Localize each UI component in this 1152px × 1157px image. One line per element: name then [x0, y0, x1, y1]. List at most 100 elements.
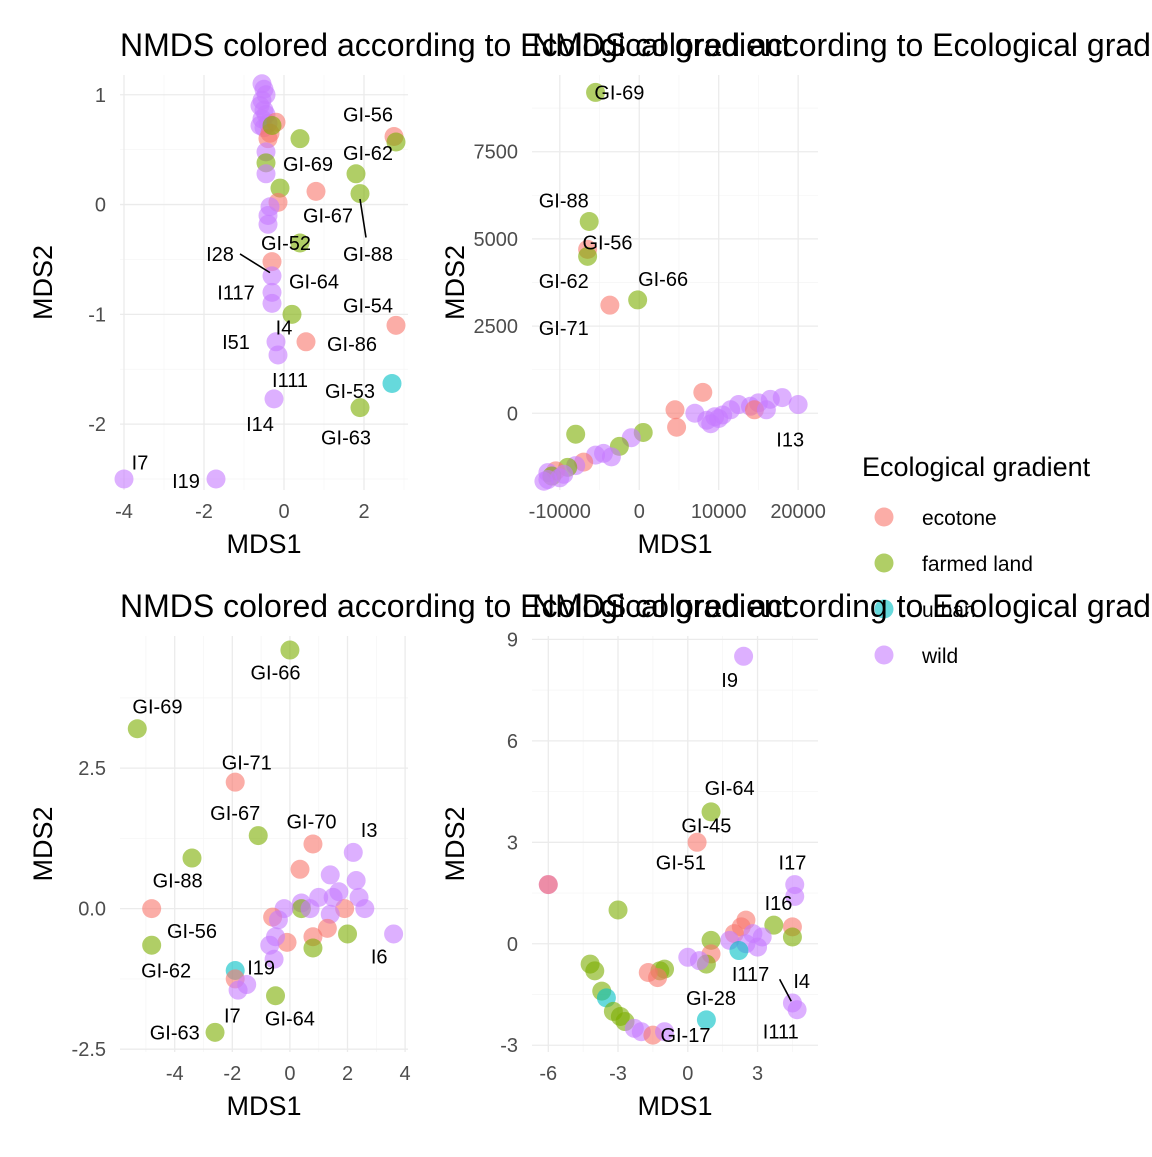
panels: -4 -2 0 2 -2 -1 0 1 MDS1 MDS2 GI-56 GI-62 GI-69 GI-67…: [28, 74, 826, 1121]
data-point: [317, 918, 337, 938]
legend: Ecological gradient ecotone farmed land ur…: [862, 452, 1091, 668]
point-label: GI-56: [582, 232, 632, 254]
y-tick-label: -1: [88, 304, 106, 326]
data-point: [696, 1010, 716, 1030]
data-point: [303, 938, 323, 958]
point-label: I28: [206, 244, 234, 266]
data-point: [689, 951, 709, 971]
point-label: I117: [732, 964, 769, 986]
data-point: [355, 899, 375, 919]
point-label: GI-64: [265, 1008, 315, 1030]
point-label: GI-28: [686, 988, 736, 1010]
point-label: GI-67: [210, 803, 260, 825]
label-leader-line: [239, 253, 271, 274]
x-tick-label: 0: [278, 501, 289, 523]
data-point: [566, 424, 586, 444]
data-point: [290, 859, 310, 879]
data-point: [262, 116, 282, 136]
legend-label: urban: [922, 599, 976, 622]
data-point: [667, 417, 687, 437]
data-point: [248, 826, 268, 846]
legend-key: [874, 507, 894, 527]
x-tick-label: 3: [752, 1063, 763, 1085]
point-label: I17: [779, 853, 807, 875]
y-tick-label: 0: [95, 195, 106, 217]
data-point: [256, 164, 276, 184]
y-tick-label: 3: [507, 832, 518, 854]
data-point: [205, 1022, 225, 1042]
x-tick-label: 4: [400, 1063, 411, 1085]
x-tick-label: 0: [682, 1063, 693, 1085]
plot-titles: NMDS colored according to Ecological gra…: [120, 27, 1152, 624]
point-label: GI-70: [287, 812, 337, 834]
data-point: [270, 178, 290, 198]
point-label: GI-56: [343, 105, 393, 127]
data-point: [734, 646, 754, 666]
point-label: GI-86: [327, 334, 377, 356]
point-label: I7: [132, 453, 149, 475]
legend-label: farmed land: [922, 553, 1033, 576]
plot-title: NMDS colored according to Ecological gra…: [532, 588, 1152, 624]
data-point: [266, 986, 286, 1006]
data-point: [268, 910, 288, 930]
data-point: [729, 941, 749, 961]
point-label: I4: [276, 318, 293, 340]
data-point: [282, 304, 302, 324]
data-point: [748, 937, 768, 957]
label-leader-line: [359, 198, 367, 238]
point-label: GI-71: [222, 752, 272, 774]
data-point: [608, 900, 628, 920]
y-tick-label: 0.0: [78, 899, 106, 921]
point-label: I9: [721, 670, 738, 692]
data-point: [142, 899, 162, 919]
data-point: [268, 345, 288, 365]
data-point: [787, 1000, 807, 1020]
data-point: [237, 975, 257, 995]
data-point: [127, 719, 147, 739]
point-label: I16: [765, 893, 793, 915]
y-tick-label: 7500: [474, 142, 519, 164]
y-tick-label: 0: [507, 403, 518, 425]
x-tick-label: 20000: [770, 501, 826, 523]
data-point: [788, 395, 808, 415]
point-label: I19: [172, 471, 200, 493]
point-label: GI-17: [660, 1025, 710, 1047]
point-label: GI-54: [343, 296, 393, 318]
x-axis-title: MDS1: [637, 1091, 712, 1121]
y-tick-label: 2500: [474, 316, 519, 338]
data-point: [303, 834, 323, 854]
data-point: [323, 887, 343, 907]
data-point: [142, 935, 162, 955]
data-point: [350, 398, 370, 418]
point-label: GI-63: [321, 427, 371, 449]
point-label: GI-69: [594, 82, 644, 104]
legend-key: [874, 645, 894, 665]
point-label: GI-56: [167, 921, 217, 943]
x-tick-label: -4: [115, 501, 133, 523]
x-tick-label: -10000: [529, 501, 591, 523]
data-point: [579, 211, 599, 231]
point-label: GI-62: [343, 143, 393, 165]
point-label: GI-53: [325, 381, 375, 403]
point-label: I3: [361, 820, 378, 842]
y-tick-label: 1: [95, 85, 106, 107]
plot-title: NMDS colored according to Ecological gra…: [532, 27, 1152, 63]
data-point: [382, 374, 402, 394]
x-axis-title: MDS1: [226, 529, 301, 559]
label-leader-line: [778, 978, 792, 1002]
data-point: [538, 875, 558, 895]
data-point: [687, 832, 707, 852]
point-label: I4: [793, 971, 810, 993]
data-point: [114, 469, 134, 489]
point-label: GI-71: [539, 318, 589, 340]
point-label: GI-67: [303, 206, 353, 228]
plot-title: NMDS colored according to Ecological gra…: [120, 588, 791, 624]
data-point: [346, 164, 366, 184]
point-label: GI-69: [132, 696, 182, 718]
x-axis-title: MDS1: [226, 1091, 301, 1121]
point-label: GI-69: [283, 154, 333, 176]
data-point: [264, 389, 284, 409]
plot-title: NMDS colored according to Ecological gra…: [120, 27, 791, 63]
data-point: [343, 842, 363, 862]
